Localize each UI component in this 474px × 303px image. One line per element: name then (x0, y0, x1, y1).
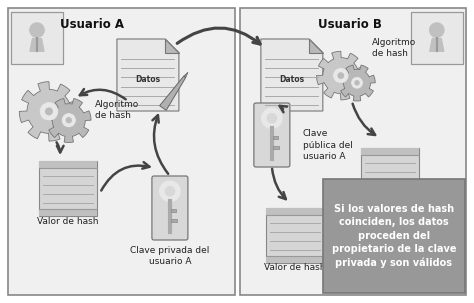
Text: Valor de hash: Valor de hash (37, 217, 99, 225)
Text: Valor de hash: Valor de hash (264, 264, 326, 272)
Circle shape (334, 68, 348, 83)
FancyBboxPatch shape (411, 12, 463, 64)
FancyBboxPatch shape (39, 208, 97, 215)
FancyBboxPatch shape (266, 255, 324, 262)
FancyBboxPatch shape (240, 8, 466, 295)
FancyBboxPatch shape (39, 161, 97, 168)
Polygon shape (184, 72, 188, 78)
Text: Clave
pública del
usuario A: Clave pública del usuario A (303, 129, 353, 161)
Polygon shape (429, 38, 444, 52)
Text: Usuario B: Usuario B (318, 18, 382, 31)
Circle shape (165, 187, 174, 196)
Polygon shape (339, 65, 375, 101)
Text: Algoritmo
de hash: Algoritmo de hash (95, 100, 139, 120)
FancyBboxPatch shape (361, 148, 419, 202)
Text: Usuario A: Usuario A (60, 18, 124, 31)
Text: Valor de hash: Valor de hash (359, 204, 420, 212)
Polygon shape (317, 51, 365, 100)
FancyBboxPatch shape (361, 148, 419, 155)
Polygon shape (46, 98, 91, 142)
Circle shape (62, 114, 75, 127)
FancyBboxPatch shape (273, 136, 278, 139)
Polygon shape (19, 82, 79, 141)
Circle shape (429, 23, 444, 37)
FancyBboxPatch shape (171, 209, 176, 212)
FancyBboxPatch shape (266, 208, 324, 262)
Polygon shape (261, 39, 323, 111)
Circle shape (262, 108, 282, 128)
FancyBboxPatch shape (361, 195, 419, 202)
FancyBboxPatch shape (254, 103, 290, 167)
Polygon shape (160, 76, 186, 110)
FancyBboxPatch shape (39, 161, 97, 215)
Circle shape (40, 103, 58, 120)
FancyBboxPatch shape (323, 179, 465, 293)
Circle shape (267, 114, 276, 123)
Polygon shape (309, 39, 323, 53)
FancyBboxPatch shape (171, 219, 177, 222)
FancyBboxPatch shape (11, 12, 63, 64)
Text: Datos: Datos (136, 75, 161, 84)
Polygon shape (117, 39, 179, 111)
Circle shape (338, 73, 344, 78)
Circle shape (160, 181, 180, 201)
Circle shape (30, 23, 44, 37)
Text: Clave privada del
usuario A: Clave privada del usuario A (130, 246, 210, 266)
Polygon shape (30, 38, 44, 52)
FancyBboxPatch shape (273, 146, 279, 149)
Text: Datos: Datos (279, 75, 304, 84)
Polygon shape (165, 39, 179, 53)
FancyBboxPatch shape (8, 8, 235, 295)
Circle shape (355, 81, 359, 85)
Circle shape (66, 118, 71, 123)
FancyBboxPatch shape (152, 176, 188, 240)
Text: Algoritmo
de hash: Algoritmo de hash (372, 38, 416, 58)
Circle shape (46, 108, 52, 115)
FancyBboxPatch shape (266, 208, 324, 215)
Circle shape (352, 77, 363, 88)
Text: Si los valores de hash
coinciden, los datos
proceden del
propietario de la clave: Si los valores de hash coinciden, los da… (331, 204, 456, 268)
